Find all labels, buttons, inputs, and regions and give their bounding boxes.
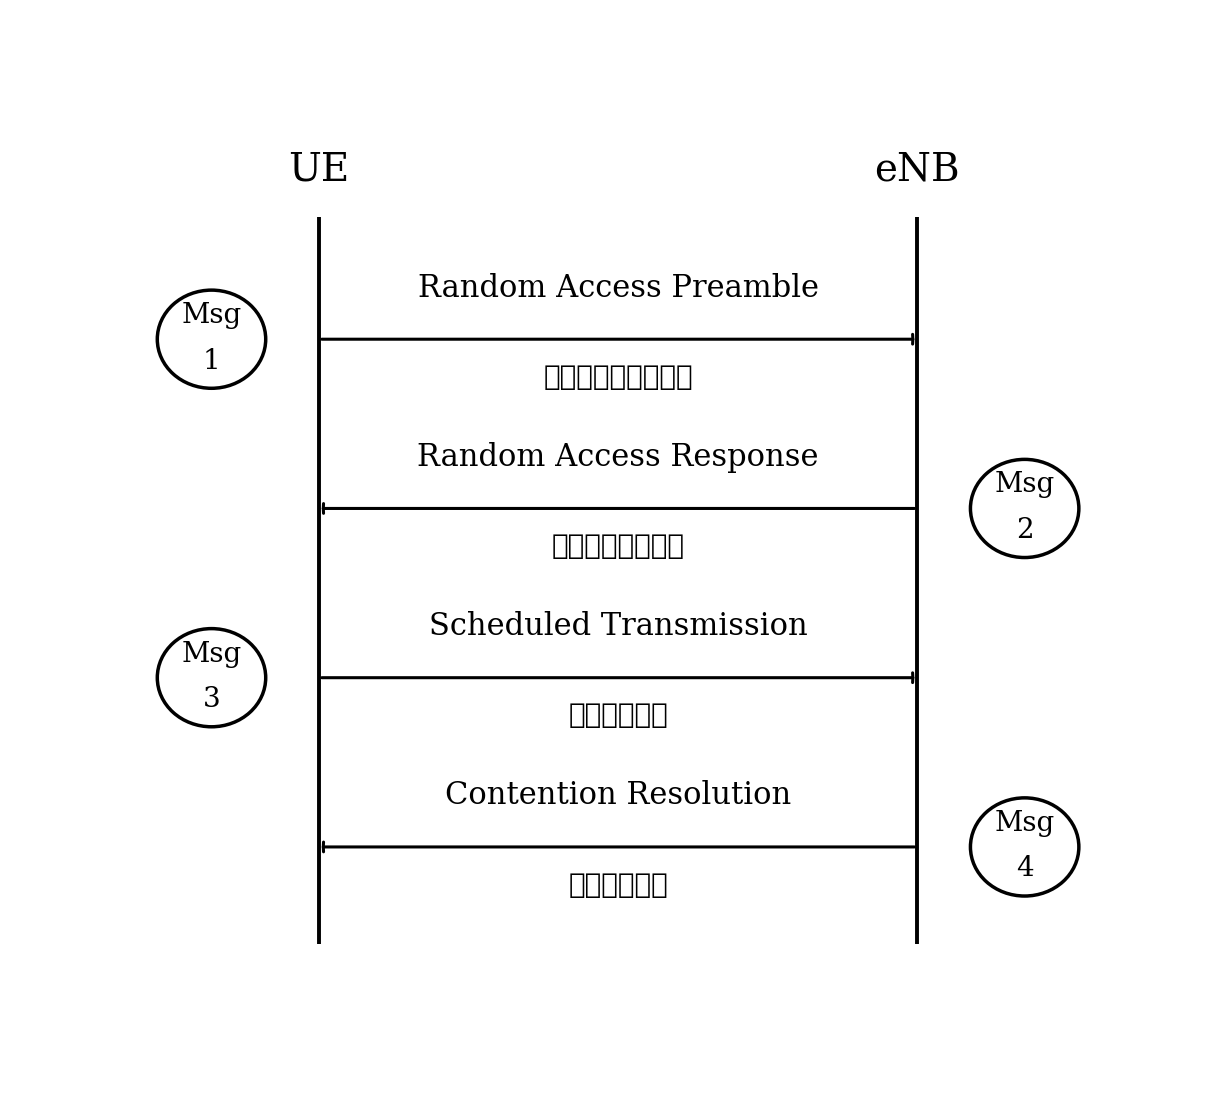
Text: Msg: Msg	[995, 471, 1055, 498]
Text: Msg: Msg	[995, 810, 1055, 836]
Text: 3: 3	[203, 686, 221, 713]
Text: Msg: Msg	[181, 302, 241, 329]
Text: Contention Resolution: Contention Resolution	[445, 780, 791, 811]
Text: 4: 4	[1015, 855, 1034, 882]
Text: Random Access Preamble: Random Access Preamble	[417, 273, 819, 303]
Text: （随机接入响应）: （随机接入响应）	[551, 532, 685, 560]
Text: Scheduled Transmission: Scheduled Transmission	[428, 611, 808, 642]
Text: 2: 2	[1015, 517, 1034, 544]
Text: Msg: Msg	[181, 641, 241, 667]
Text: （竞争解决）: （竞争解决）	[568, 870, 668, 899]
Text: （调度传输）: （调度传输）	[568, 701, 668, 730]
Circle shape	[157, 290, 265, 388]
Text: Random Access Response: Random Access Response	[417, 442, 819, 473]
Text: 1: 1	[203, 347, 221, 375]
Circle shape	[971, 798, 1079, 896]
Circle shape	[971, 459, 1079, 557]
Text: UE: UE	[288, 152, 350, 188]
Circle shape	[157, 629, 265, 726]
Text: （随机接入前导码）: （随机接入前导码）	[543, 363, 693, 391]
Text: eNB: eNB	[874, 152, 960, 188]
